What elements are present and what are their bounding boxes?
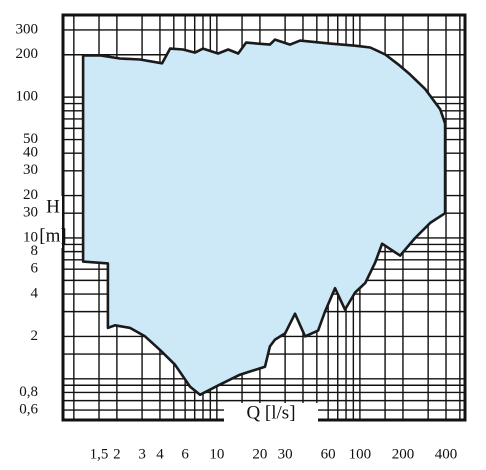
y-tick-label: 50 (23, 131, 38, 147)
x-tick-label: 4 (156, 446, 164, 462)
y-tick-label: 4 (31, 285, 39, 301)
y-tick-label: 2 (31, 328, 39, 344)
x-tick-label: 200 (392, 446, 415, 462)
x-axis-label: Q [l/s] (246, 402, 295, 423)
y-tick-label: 0,6 (19, 401, 38, 417)
y-tick-label: 6 (31, 261, 39, 277)
x-tick-label: 2 (113, 446, 121, 462)
y-tick-label: 300 (16, 21, 39, 37)
y-tick-label: 200 (16, 46, 39, 62)
xlabel-background (224, 403, 318, 425)
x-tick-label: 100 (349, 446, 372, 462)
ylabel-background (42, 196, 62, 248)
y-tick-label: 40 (23, 145, 38, 161)
y-axis-label: H (46, 196, 60, 217)
y-tick-label: 8 (31, 243, 39, 259)
x-tick-label: 10 (209, 446, 224, 462)
range-area (81, 38, 447, 397)
y-tick-label: 30 (23, 205, 38, 221)
x-tick-label: 6 (181, 446, 189, 462)
y-axis-unit: [m] (39, 225, 66, 246)
x-tick-label: 30 (278, 446, 293, 462)
y-tick-label: 100 (16, 89, 39, 105)
y-tick-label: 10 (23, 229, 38, 245)
x-tick-label: 60 (321, 446, 336, 462)
area-layer (81, 38, 447, 397)
x-tick-label: 400 (435, 446, 458, 462)
x-tick-label: 20 (252, 446, 267, 462)
y-tick-label: 30 (23, 162, 38, 178)
tick-labels: 1,5 2 3 4 6 10 20 30 60 100 200 4000,60,82468103020… (16, 21, 458, 462)
y-tick-label: 20 (23, 187, 38, 203)
x-tick-label: 1,5 (90, 446, 109, 462)
x-tick-label: 3 (138, 446, 146, 462)
y-tick-label: 0,8 (19, 384, 38, 400)
